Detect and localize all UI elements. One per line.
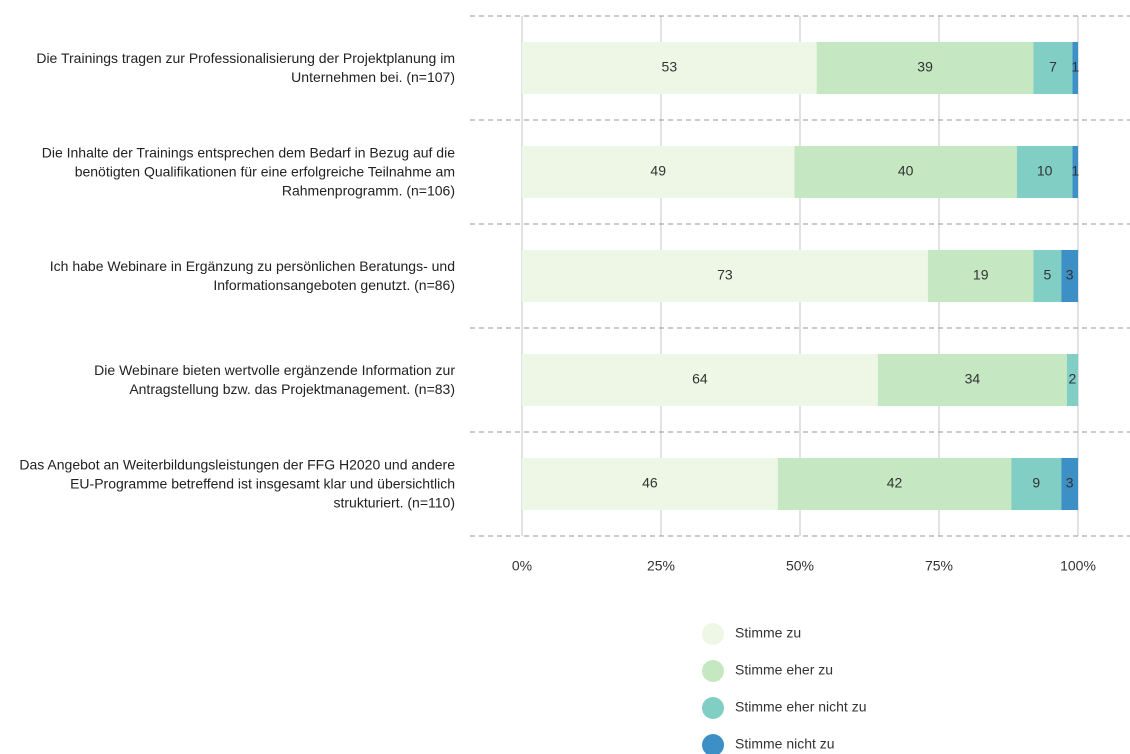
data-label: 39	[917, 59, 933, 75]
bar-segment	[522, 146, 795, 198]
bar-segment	[1061, 458, 1078, 510]
legend-label: Stimme eher zu	[735, 662, 833, 678]
bar-segment	[522, 458, 778, 510]
data-label: 42	[887, 475, 903, 491]
bar-segment	[927, 250, 1034, 302]
bar-segment	[522, 42, 817, 94]
data-label: 64	[692, 371, 708, 387]
bar-segment	[1061, 250, 1078, 302]
bar-segment	[522, 250, 928, 302]
category-label: Die Inhalte der Trainings entsprechen de…	[41, 144, 455, 199]
bar-segment	[816, 42, 1034, 94]
data-label: 3	[1066, 267, 1074, 283]
data-label: 2	[1069, 371, 1077, 387]
bar-segment	[777, 458, 1012, 510]
bar-segment	[1033, 42, 1073, 94]
bar-segment	[1033, 250, 1062, 302]
data-label: 1	[1071, 163, 1079, 179]
data-label: 7	[1049, 59, 1057, 75]
data-label: 19	[973, 267, 989, 283]
bar-segment	[1011, 458, 1062, 510]
data-label: 46	[642, 475, 658, 491]
x-tick-label: 100%	[1060, 558, 1096, 574]
bar-segment	[794, 146, 1017, 198]
bar-segment	[877, 354, 1067, 406]
data-label: 1	[1071, 59, 1079, 75]
data-label: 73	[717, 267, 733, 283]
legend-swatch	[702, 660, 724, 682]
bar-segment	[1016, 146, 1073, 198]
data-label: 53	[662, 59, 678, 75]
legend-label: Stimme nicht zu	[735, 736, 835, 752]
legend-swatch	[702, 697, 724, 719]
bar-segment	[1072, 42, 1078, 94]
legend-label: Stimme zu	[735, 625, 801, 641]
bar-segment	[1072, 146, 1078, 198]
data-label: 3	[1066, 475, 1074, 491]
x-tick-label: 25%	[647, 558, 675, 574]
data-label: 9	[1032, 475, 1040, 491]
category-label: Die Trainings tragen zur Professionalisi…	[36, 50, 455, 85]
data-label: 5	[1044, 267, 1052, 283]
data-label: 34	[965, 371, 981, 387]
x-tick-label: 50%	[786, 558, 814, 574]
category-label: Das Angebot an Weiterbildungsleistungen …	[19, 456, 455, 511]
bar-segment	[1066, 354, 1078, 406]
category-label: Ich habe Webinare in Ergänzung zu persön…	[49, 258, 455, 293]
bar-segment	[522, 354, 878, 406]
data-label: 49	[650, 163, 666, 179]
category-label: Die Webinare bieten wertvolle ergänzende…	[94, 362, 455, 397]
data-label: 10	[1037, 163, 1053, 179]
x-tick-label: 0%	[512, 558, 532, 574]
legend-swatch	[702, 623, 724, 645]
legend-swatch	[702, 734, 724, 754]
data-label: 40	[898, 163, 914, 179]
legend-label: Stimme eher nicht zu	[735, 699, 867, 715]
x-tick-label: 75%	[925, 558, 953, 574]
